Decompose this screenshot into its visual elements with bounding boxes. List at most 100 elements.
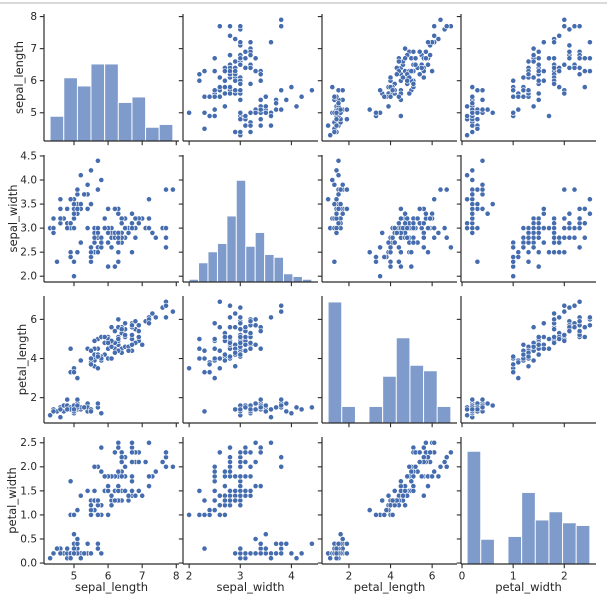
hist-bar (575, 525, 591, 565)
y-tick-label: 6 (30, 75, 37, 87)
hist-bar (198, 262, 209, 283)
y-axis-label-sepal_length: sepal_length (12, 41, 26, 114)
x-tick-label: 8 (173, 571, 180, 583)
y-tick-label: 2 (30, 392, 37, 404)
y-tick-label: 1.0 (20, 509, 37, 521)
y-tick-label: 4.0 (20, 174, 37, 186)
histogram-sepal_length (49, 63, 174, 142)
hist-bar (226, 215, 237, 283)
hist-bar (117, 102, 133, 142)
hist-bar (521, 492, 536, 565)
hist-bar (283, 273, 294, 283)
x-tick-label: 4 (288, 571, 295, 583)
scatter-petal_length-vs-sepal_width (186, 298, 315, 421)
scatter-petal_length-vs-sepal_length (47, 298, 176, 421)
cell-petal_length-vs-petal_width (456, 296, 596, 428)
hist-bar (131, 96, 147, 142)
hist-bar (534, 519, 550, 565)
x-axis-label-petal_width: petal_width (495, 580, 562, 594)
y-axis-label-petal_width: petal_width (5, 467, 19, 534)
hist-bar (562, 522, 577, 565)
y-axis-label-sepal_width: sepal_width (6, 184, 20, 252)
scatter-sepal_width-vs-petal_length (325, 157, 454, 280)
y-tick-label: 6 (30, 314, 37, 326)
y-axis-label-petal_length: petal_length (15, 324, 29, 396)
scatter-petal_width-vs-sepal_width (186, 439, 315, 562)
scatter-petal_length-vs-petal_width (464, 298, 593, 421)
hist-bar (480, 538, 495, 565)
cell-sepal_length-vs-petal_width (456, 14, 596, 146)
cell-sepal_length-vs-sepal_length: 5 6 7 8 (30, 11, 179, 146)
x-axis-label-sepal_length: sepal_length (75, 580, 148, 594)
scatter-petal_width-vs-sepal_length (47, 439, 176, 562)
x-tick-label: 2 (561, 571, 568, 583)
y-tick-label: 2.5 (20, 247, 37, 259)
hist-bar (264, 254, 275, 283)
hist-bar (466, 450, 482, 565)
scatter-petal_width-vs-petal_length (325, 439, 454, 562)
window-top-border (0, 2, 607, 4)
hist-bar (327, 301, 343, 424)
x-tick-label: 0 (459, 571, 466, 583)
y-tick-label: 5 (30, 107, 37, 119)
cell-petal_length-vs-sepal_length: 2 4 6 (30, 296, 179, 428)
x-tick-label: 1 (510, 571, 517, 583)
cell-petal_length-vs-sepal_width (178, 296, 318, 428)
scatter-sepal_width-vs-sepal_length (47, 157, 176, 280)
x-tick-label: 5 (71, 571, 78, 583)
cell-petal_width-vs-petal_width: 0 1 2 (456, 437, 596, 583)
histogram-sepal_width (188, 179, 313, 283)
y-tick-label: 7 (30, 43, 37, 55)
x-tick-label: 7 (139, 571, 146, 583)
cell-sepal_width-vs-sepal_width (178, 155, 318, 287)
scatter-sepal_length-vs-petal_width (464, 16, 593, 139)
hist-bar (368, 406, 384, 424)
hist-bar (207, 251, 218, 283)
hist-bar (273, 256, 284, 283)
hist-bar (104, 63, 119, 142)
y-tick-label: 3.0 (20, 223, 37, 235)
hist-bar (409, 364, 425, 424)
x-axis-label-petal_length: petal_length (354, 580, 426, 594)
cell-sepal_width-vs-sepal_length: 2.0 2.5 3.0 3.5 4.0 4.5 (20, 150, 179, 287)
x-tick-label: 6 (105, 571, 112, 583)
x-tick-label: 6 (429, 571, 436, 583)
hist-bar (507, 536, 523, 565)
scatter-sepal_length-vs-petal_length (325, 16, 454, 139)
y-tick-label: 0.5 (20, 533, 37, 545)
hist-bar (49, 115, 65, 142)
y-tick-label: 8 (30, 11, 37, 23)
scatter-sepal_width-vs-petal_width (464, 157, 593, 280)
y-tick-label: 4.5 (20, 150, 37, 162)
hist-bar (341, 406, 356, 424)
x-tick-label: 3 (237, 571, 244, 583)
y-tick-label: 4 (30, 353, 37, 365)
hist-bar (436, 406, 452, 424)
x-tick-label: 2 (186, 571, 193, 583)
x-tick-label: 2 (346, 571, 353, 583)
hist-bar (245, 245, 256, 283)
hist-bar (158, 124, 174, 142)
hist-bar (235, 179, 247, 283)
cell-sepal_width-vs-petal_width (456, 155, 596, 287)
hist-bar (63, 77, 78, 142)
histogram-petal_length (327, 301, 452, 424)
y-tick-label: 2.5 (20, 437, 37, 449)
x-axis-label-sepal_width: sepal_width (216, 580, 284, 594)
cell-petal_width-vs-petal_length: 2 4 6 (317, 437, 457, 583)
hist-bar (90, 63, 106, 142)
hist-bar (254, 232, 266, 283)
cell-sepal_length-vs-sepal_width (178, 14, 318, 146)
histogram-petal_width (466, 450, 591, 565)
hist-bar (145, 126, 160, 142)
y-tick-label: 1.5 (20, 485, 37, 497)
hist-bar (395, 337, 411, 424)
cell-sepal_length-vs-petal_length (317, 14, 457, 146)
cell-sepal_width-vs-petal_length (317, 155, 457, 287)
cell-petal_width-vs-sepal_length: 0.0 0.5 1.0 1.5 2.0 2.5 5 6 7 8 (20, 437, 180, 583)
y-tick-label: 0.0 (20, 557, 37, 569)
y-tick-label: 2.0 (20, 461, 37, 473)
y-tick-label: 2.0 (20, 271, 37, 283)
